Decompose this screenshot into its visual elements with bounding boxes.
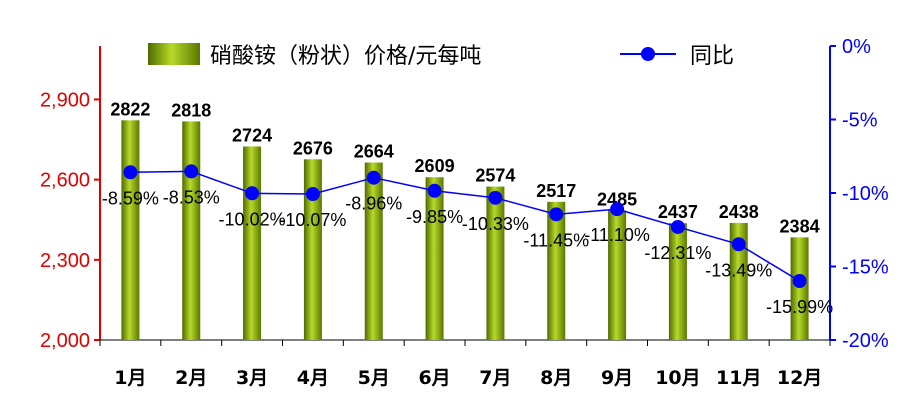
x-tick-label: 8月	[540, 367, 572, 389]
bar-value-label: 2384	[780, 216, 820, 236]
bar-value-label: 2664	[354, 142, 394, 162]
line-point	[792, 274, 807, 289]
bar-value-label: 2485	[597, 189, 637, 209]
line-point	[245, 186, 260, 201]
legend-bar-swatch	[148, 43, 200, 65]
line-value-label: -15.99%	[766, 297, 833, 317]
x-tick-label: 9月	[601, 367, 633, 389]
bar	[790, 237, 809, 340]
x-tick-label: 5月	[358, 367, 390, 389]
line-value-label: -10.02%	[219, 209, 286, 229]
bar	[364, 162, 383, 340]
line-point	[184, 164, 199, 179]
left-tick-label: 2,600	[40, 170, 90, 192]
bar-value-label: 2574	[475, 166, 515, 186]
line-point	[670, 219, 685, 234]
bar	[729, 222, 748, 340]
bar	[486, 186, 505, 340]
legend-line-label: 同比	[690, 44, 734, 69]
bar-value-label: 2818	[171, 100, 211, 120]
left-tick-label: 2,900	[40, 89, 90, 111]
line-value-label: -12.31%	[644, 243, 711, 263]
bar	[668, 223, 687, 340]
x-tick-label: 6月	[418, 367, 450, 389]
line-point	[305, 187, 320, 202]
bar	[425, 177, 444, 340]
line-value-label: -8.59%	[102, 188, 159, 208]
line-point	[366, 170, 381, 185]
bar	[121, 120, 140, 340]
bar-value-label: 2609	[415, 156, 455, 176]
bar	[243, 146, 262, 340]
line-value-label: -9.85%	[406, 207, 463, 227]
bar-value-label: 2517	[536, 181, 576, 201]
x-tick-label: 3月	[236, 367, 268, 389]
line-point	[427, 183, 442, 198]
line-value-label: -8.53%	[163, 187, 220, 207]
yoy-line	[130, 170, 800, 282]
line-point	[488, 190, 503, 205]
legend: 硝酸铵（粉状）价格/元每吨 同比	[148, 43, 734, 69]
x-tick-label: 2月	[175, 367, 207, 389]
bar-value-label: 2437	[658, 202, 698, 222]
line-value-label: -11.10%	[584, 225, 650, 245]
bar-value-label: 2676	[293, 138, 333, 158]
x-tick-label: 10月	[655, 367, 700, 389]
left-axis-ticks: 2,000 2,300 2,600 2,900	[40, 89, 100, 352]
bar-value-label: 2822	[110, 99, 150, 119]
line-point	[123, 165, 138, 180]
right-tick-label: -15%	[842, 257, 889, 279]
left-tick-label: 2,000	[40, 330, 90, 352]
x-tick-label: 7月	[479, 367, 511, 389]
bar-value-label: 2724	[232, 125, 272, 145]
x-tick-label: 12月	[777, 367, 822, 389]
line-point	[610, 202, 625, 217]
bar	[303, 159, 322, 340]
x-tick-label: 11月	[716, 367, 761, 389]
line-value-label: -8.96%	[345, 194, 402, 214]
bar	[547, 201, 566, 340]
right-tick-label: -5%	[842, 110, 878, 132]
right-axis-ticks: -20% -15% -10% -5% 0%	[830, 36, 889, 352]
x-axis-labels: 1月 2月 3月 4月 5月 6月 7月 8月 9月 10月 11月 12月	[99, 340, 831, 389]
line-value-label: -11.45%	[523, 230, 589, 250]
bar	[608, 210, 627, 340]
right-tick-label: 0%	[842, 36, 871, 58]
line-series: -8.59% -8.53%-10.02%-10.07%-8.96%-9.85%-1…	[102, 164, 833, 317]
right-tick-label: -20%	[842, 330, 889, 352]
legend-line-marker	[641, 47, 655, 61]
bar-value-label: 2438	[719, 202, 759, 222]
line-value-label: -13.49%	[705, 260, 772, 280]
line-value-label: -10.07%	[279, 210, 346, 230]
bar	[182, 121, 201, 340]
legend-bar-label: 硝酸铵（粉状）价格/元每吨	[210, 44, 481, 69]
x-tick-label: 1月	[114, 367, 146, 389]
line-point	[731, 237, 746, 252]
left-tick-label: 2,300	[40, 250, 90, 272]
x-tick-label: 4月	[297, 367, 329, 389]
right-tick-label: -10%	[842, 183, 889, 205]
line-point	[549, 207, 564, 222]
line-value-label: -10.33%	[462, 214, 529, 234]
